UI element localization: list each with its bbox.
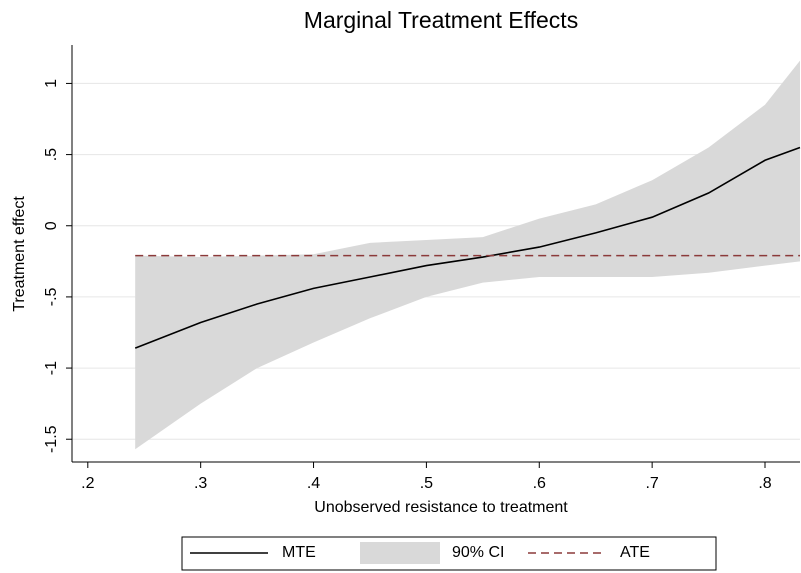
y-tick-label: -.5 [43,287,60,306]
ci-band [135,60,801,450]
mte-line [134,146,801,349]
legend-label: 90% CI [452,544,504,561]
x-tick-label: .3 [194,475,207,492]
x-tick-label: .4 [307,475,320,492]
legend-label: ATE [620,544,650,561]
x-tick-label: .7 [645,475,658,492]
legend-swatch [360,542,440,564]
y-tick-label: -1.5 [43,425,60,453]
y-tick-label: 0 [43,221,60,230]
y-axis-label: Treatment effect [11,196,28,312]
x-axis-label: Unobserved resistance to treatment [314,499,568,516]
legend-box [181,536,717,571]
y-tick-label: .5 [43,148,60,161]
x-tick-label: .5 [420,475,433,492]
y-tick-label: -1 [43,361,60,375]
y-tick-label: 1 [43,79,60,88]
x-tick-label: .2 [81,475,94,492]
x-tick-label: .8 [758,475,771,492]
x-tick-label: .6 [533,475,546,492]
legend-label: MTE [282,544,316,561]
chart-title: Marginal Treatment Effects [304,7,578,33]
